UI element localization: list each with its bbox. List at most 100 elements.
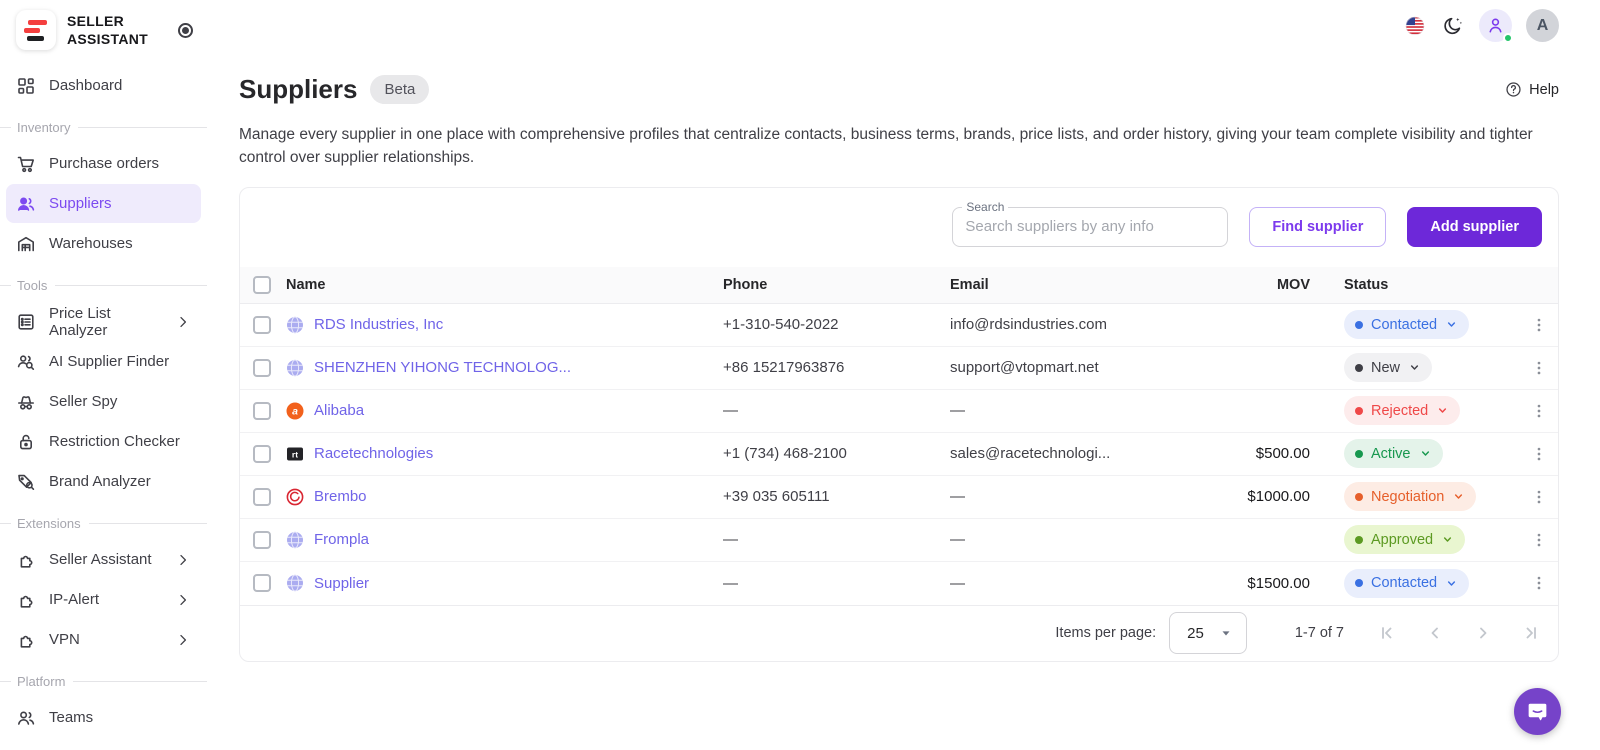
puzzle-icon <box>16 590 36 610</box>
row-actions-kebab-icon[interactable] <box>1526 441 1552 467</box>
status-badge[interactable]: Active <box>1344 439 1443 468</box>
status-label: Active <box>1371 445 1411 462</box>
supplier-name-link[interactable]: Alibaba <box>314 402 365 419</box>
dark-mode-toggle-icon[interactable] <box>1441 14 1465 38</box>
previous-page-button[interactable] <box>1422 620 1448 646</box>
language-flag-icon[interactable] <box>1403 14 1427 38</box>
racetech-icon: rt <box>286 445 304 463</box>
row-actions-kebab-icon[interactable] <box>1526 398 1552 424</box>
sidebar-item-vpn[interactable]: VPN <box>6 620 201 659</box>
row-checkbox[interactable] <box>253 530 271 549</box>
row-actions-kebab-icon[interactable] <box>1526 484 1552 510</box>
chat-widget-button[interactable] <box>1514 688 1561 735</box>
search-field[interactable]: Search <box>952 199 1229 247</box>
sidebar-item-brand-analyzer[interactable]: Brand Analyzer <box>6 462 201 501</box>
first-page-button[interactable] <box>1374 620 1400 646</box>
table-toolbar: Search Find supplier Add supplier <box>240 188 1558 267</box>
globe-icon <box>286 316 304 334</box>
status-badge[interactable]: Negotiation <box>1344 482 1477 511</box>
supplier-name-link[interactable]: SHENZHEN YIHONG TECHNOLOG... <box>314 359 571 376</box>
row-actions-kebab-icon[interactable] <box>1526 355 1552 381</box>
chevron-down-icon <box>1439 408 1447 413</box>
supplier-name-link[interactable]: Frompla <box>314 531 370 548</box>
sidebar-item-teams[interactable]: Teams <box>6 698 201 737</box>
sidebar: SELLER ASSISTANT Dashboard Inventory Pur… <box>0 0 207 750</box>
row-actions-kebab-icon[interactable] <box>1526 527 1552 553</box>
status-label: Rejected <box>1371 402 1429 419</box>
sidebar-item-label: IP-Alert <box>49 591 100 608</box>
table-row: Brembo +39 035 605111 — $1000.00 Negotia… <box>240 476 1558 519</box>
row-checkbox[interactable] <box>253 315 271 334</box>
status-label: Negotiation <box>1371 488 1445 505</box>
cart-icon <box>16 154 36 174</box>
sidebar-collapse-toggle-icon[interactable] <box>178 22 193 38</box>
sidebar-item-label: AI Supplier Finder <box>49 353 170 370</box>
status-dot-icon <box>1355 535 1363 544</box>
status-badge[interactable]: Contacted <box>1344 568 1470 598</box>
search-input[interactable] <box>965 218 1216 235</box>
status-badge[interactable]: Approved <box>1344 525 1466 554</box>
row-actions-kebab-icon[interactable] <box>1526 312 1552 338</box>
suppliers-card: Search Find supplier Add supplier Name P… <box>239 186 1559 662</box>
globe-icon <box>286 531 304 549</box>
chevron-right-icon <box>175 592 191 608</box>
row-checkbox[interactable] <box>253 574 271 592</box>
dashboard-icon <box>16 76 36 96</box>
row-checkbox[interactable] <box>253 401 271 420</box>
table-row: SHENZHEN YIHONG TECHNOLOG... +86 1521796… <box>240 347 1558 390</box>
supplier-name-link[interactable]: RDS Industries, Inc <box>314 316 444 333</box>
sidebar-item-seller-assistant[interactable]: Seller Assistant <box>6 540 201 579</box>
last-page-button[interactable] <box>1518 620 1544 646</box>
sidebar-item-warehouses[interactable]: Warehouses <box>6 224 201 263</box>
row-actions-kebab-icon[interactable] <box>1526 570 1552 596</box>
sidebar-item-ai-supplier-finder[interactable]: AI Supplier Finder <box>6 342 201 381</box>
chevron-down-icon <box>1410 365 1419 370</box>
status-dot-icon <box>1355 449 1363 458</box>
supplier-name-link[interactable]: Brembo <box>314 488 367 505</box>
row-checkbox[interactable] <box>253 487 271 506</box>
table-row: a Alibaba — — Rejected <box>240 390 1558 433</box>
sidebar-item-ip-alert[interactable]: IP-Alert <box>6 580 201 619</box>
status-label: Approved <box>1371 531 1434 548</box>
sidebar-item-seller-spy[interactable]: Seller Spy <box>6 382 201 421</box>
row-checkbox[interactable] <box>253 444 271 463</box>
supplier-name-link[interactable]: Racetechnologies <box>314 445 434 462</box>
sidebar-item-label: Brand Analyzer <box>49 473 151 490</box>
supplier-mov: $1500.00 <box>1247 574 1310 592</box>
help-link[interactable]: Help <box>1505 81 1559 98</box>
search-field-label: Search <box>962 199 1009 214</box>
account-button[interactable] <box>1479 9 1513 43</box>
page-title: Suppliers <box>239 74 358 104</box>
sidebar-item-price-list-analyzer[interactable]: Price List Analyzer <box>6 302 201 341</box>
help-icon <box>1506 82 1521 97</box>
status-badge[interactable]: Rejected <box>1344 396 1461 425</box>
table-header: Name Phone Email MOV Status <box>240 266 1558 304</box>
status-badge[interactable]: New <box>1344 353 1433 382</box>
sidebar-item-dashboard[interactable]: Dashboard <box>6 66 201 105</box>
row-checkbox[interactable] <box>253 358 271 377</box>
supplier-name-link[interactable]: Supplier <box>314 574 370 592</box>
chat-bubble-icon <box>1528 703 1547 721</box>
puzzle-icon <box>16 630 36 650</box>
chevron-down-icon <box>1448 580 1456 586</box>
sidebar-item-restriction-checker[interactable]: Restriction Checker <box>6 422 201 461</box>
status-dot-icon <box>1355 320 1363 329</box>
next-page-button[interactable] <box>1470 620 1496 646</box>
add-supplier-button[interactable]: Add supplier <box>1407 206 1542 247</box>
find-supplier-button[interactable]: Find supplier <box>1249 206 1387 247</box>
svg-text:a: a <box>292 405 298 417</box>
column-header-name: Name <box>286 276 326 293</box>
avatar[interactable]: A <box>1526 9 1559 42</box>
status-label: Contacted <box>1371 316 1438 333</box>
sidebar-item-suppliers[interactable]: Suppliers <box>6 184 201 223</box>
globe-icon <box>286 359 304 377</box>
status-badge[interactable]: Contacted <box>1344 310 1470 339</box>
sidebar-item-purchase-orders[interactable]: Purchase orders <box>6 144 201 183</box>
people-icon <box>16 194 36 214</box>
page-size-select[interactable]: 25 <box>1169 612 1247 654</box>
tag-search-icon <box>16 472 36 492</box>
main-content: Suppliers Beta Help Manage every supplie… <box>207 0 1600 750</box>
seller-assistant-logo-icon <box>16 10 56 50</box>
sidebar-nav: Dashboard Inventory Purchase orders Supp… <box>0 60 207 737</box>
select-all-checkbox[interactable] <box>253 275 271 294</box>
